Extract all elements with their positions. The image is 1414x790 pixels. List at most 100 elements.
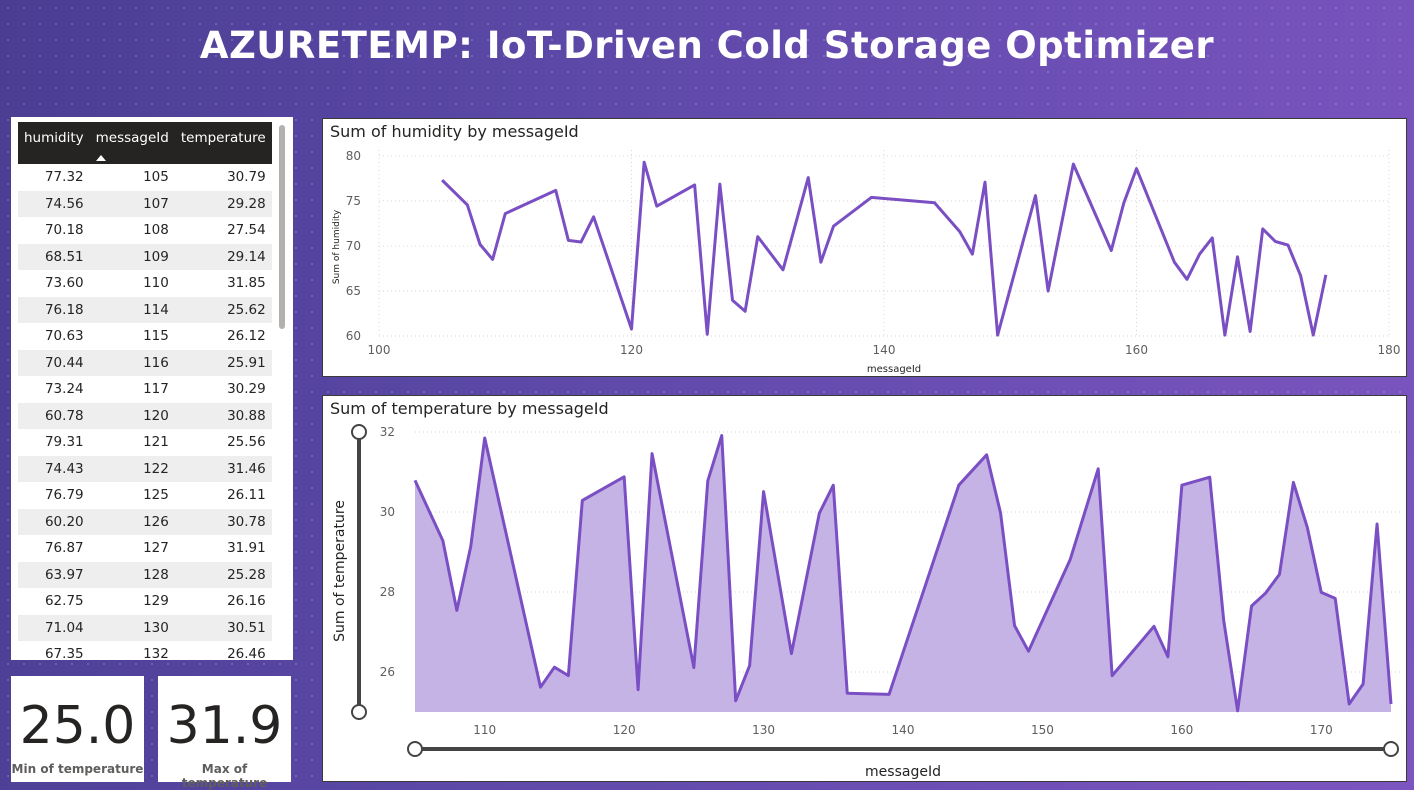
table-row[interactable]: 60.78 120 30.88: [18, 402, 272, 429]
table-scrollbar[interactable]: [279, 125, 285, 329]
table-row[interactable]: 79.31 121 25.56: [18, 429, 272, 456]
table-cell-messageid: 109: [89, 243, 175, 270]
data-point: [470, 545, 472, 547]
table-cell-messageid: 110: [89, 270, 175, 297]
data-point: [441, 179, 443, 181]
min-temperature-value: 25.0: [19, 696, 136, 756]
data-point: [1236, 710, 1238, 712]
data-point: [1013, 624, 1015, 626]
data-point: [1069, 558, 1071, 560]
data-table: humidity messageId temperature 77.32 105 3…: [18, 122, 272, 660]
data-point: [1376, 523, 1378, 525]
table-cell-humidity: 67.35: [18, 641, 90, 660]
table-row[interactable]: 63.97 128 25.28: [18, 561, 272, 588]
table-row[interactable]: 70.63 115 26.12: [18, 323, 272, 350]
table-row[interactable]: 70.18 108 27.54: [18, 217, 272, 244]
data-point: [1390, 703, 1392, 705]
data-point: [1173, 261, 1175, 263]
table-cell-humidity: 79.31: [18, 429, 90, 456]
data-point: [1167, 656, 1169, 658]
data-point: [744, 310, 746, 312]
x-zoom-handle-left[interactable]: [407, 741, 423, 757]
data-point: [1027, 650, 1029, 652]
data-point: [1334, 597, 1336, 599]
y-tick-label: 30: [380, 505, 395, 519]
table-row[interactable]: 62.75 129 26.16: [18, 588, 272, 615]
data-point: [870, 196, 872, 198]
table-cell-messageid: 114: [89, 296, 175, 323]
table-cell-messageid: 127: [89, 535, 175, 562]
y-tick-label: 75: [346, 194, 361, 208]
table-cell-messageid: 125: [89, 482, 175, 509]
y-tick-label: 80: [346, 149, 361, 163]
table-cell-messageid: 108: [89, 217, 175, 244]
table-cell-messageid: 105: [89, 164, 175, 191]
column-header-temperature[interactable]: temperature: [174, 122, 272, 164]
data-point: [782, 269, 784, 271]
data-point: [707, 480, 709, 482]
y-tick-label: 70: [346, 239, 361, 253]
column-header-messageid-label: messageId: [95, 130, 169, 146]
data-point: [479, 243, 481, 245]
table-cell-temperature: 30.29: [174, 376, 272, 403]
x-axis-label: messageId: [865, 764, 941, 780]
table-cell-humidity: 70.18: [18, 217, 90, 244]
table-cell-humidity: 60.20: [18, 508, 90, 535]
y-zoom-handle-top[interactable]: [351, 424, 367, 440]
table-row[interactable]: 77.32 105 30.79: [18, 164, 272, 191]
data-point: [1186, 278, 1188, 280]
data-point: [984, 181, 986, 183]
table-cell-humidity: 60.78: [18, 402, 90, 429]
x-tick-label: 160: [1125, 343, 1148, 357]
table-cell-messageid: 132: [89, 641, 175, 660]
x-tick-label: 110: [473, 723, 496, 737]
table-row[interactable]: 68.51 109 29.14: [18, 243, 272, 270]
table-cell-humidity: 71.04: [18, 614, 90, 641]
x-tick-label: 170: [1310, 723, 1333, 737]
table-row[interactable]: 73.24 117 30.29: [18, 376, 272, 403]
data-point: [1181, 484, 1183, 486]
data-point: [748, 664, 750, 666]
column-header-messageid[interactable]: messageId: [89, 122, 175, 164]
x-tick-label: 150: [1031, 723, 1054, 737]
temperature-chart-title: Sum of temperature by messageId: [330, 399, 609, 418]
table-row[interactable]: 70.44 116 25.91: [18, 349, 272, 376]
data-point: [651, 452, 653, 454]
x-zoom-handle-right[interactable]: [1383, 741, 1399, 757]
table-row[interactable]: 60.20 126 30.78: [18, 508, 272, 535]
data-point: [1312, 334, 1314, 336]
table-row[interactable]: 71.04 130 30.51: [18, 614, 272, 641]
table-cell-humidity: 76.79: [18, 482, 90, 509]
y-tick-label: 26: [380, 665, 395, 679]
table-row[interactable]: 74.43 122 31.46: [18, 455, 272, 482]
data-point: [1287, 244, 1289, 246]
data-point: [818, 512, 820, 514]
data-point: [731, 299, 733, 301]
data-point: [1097, 468, 1099, 470]
data-point: [504, 212, 506, 214]
table-row[interactable]: 76.18 114 25.62: [18, 296, 272, 323]
column-header-humidity[interactable]: humidity: [18, 122, 90, 164]
y-zoom-handle-bottom[interactable]: [351, 704, 367, 720]
table-cell-humidity: 76.87: [18, 535, 90, 562]
table-row[interactable]: 76.87 127 31.91: [18, 535, 272, 562]
table-cell-temperature: 25.91: [174, 349, 272, 376]
data-point: [1236, 256, 1238, 258]
data-point: [1111, 674, 1113, 676]
data-point: [1292, 481, 1294, 483]
x-tick-label: 140: [873, 343, 896, 357]
x-tick-label: 100: [368, 343, 391, 357]
data-point: [484, 437, 486, 439]
table-row[interactable]: 67.35 132 26.46: [18, 641, 272, 660]
table-row[interactable]: 74.56 107 29.28: [18, 190, 272, 217]
table-row[interactable]: 76.79 125 26.11: [18, 482, 272, 509]
data-point: [456, 609, 458, 611]
data-point: [592, 216, 594, 218]
data-point: [1123, 202, 1125, 204]
table-cell-temperature: 25.56: [174, 429, 272, 456]
max-temperature-value: 31.9: [166, 696, 283, 756]
data-point: [1250, 605, 1252, 607]
data-point: [1348, 703, 1350, 705]
data-point: [637, 688, 639, 690]
table-row[interactable]: 73.60 110 31.85: [18, 270, 272, 297]
